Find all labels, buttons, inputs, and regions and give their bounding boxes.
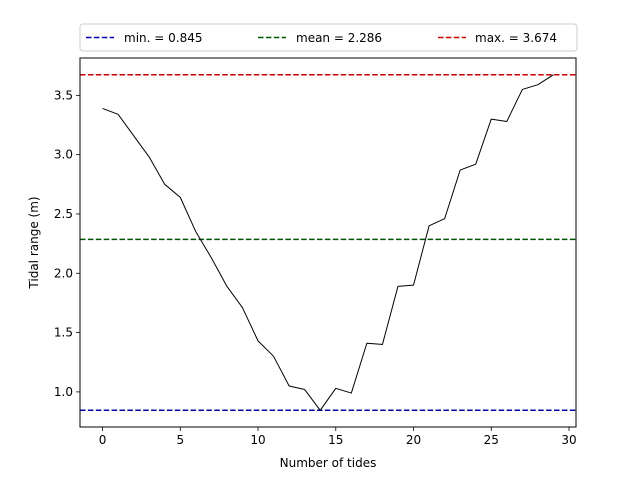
x-tick-label: 10 xyxy=(250,433,265,447)
legend-box xyxy=(79,23,578,52)
legend-label: max. = 3.674 xyxy=(475,31,557,45)
x-tick-label: 5 xyxy=(176,433,184,447)
x-tick-label: 15 xyxy=(328,433,343,447)
y-tick-label: 2.5 xyxy=(54,207,73,221)
x-tick-label: 0 xyxy=(99,433,107,447)
x-axis-ticks: 0 5 10 15 20 25 30 xyxy=(99,427,577,447)
legend: min. = 0.845 mean = 2.286 max. = 3.674 xyxy=(79,23,578,52)
x-tick-label: 30 xyxy=(561,433,576,447)
y-tick-label: 2.0 xyxy=(54,266,73,280)
reference-lines xyxy=(80,73,576,412)
x-tick-label: 20 xyxy=(406,433,421,447)
data-series xyxy=(102,74,554,411)
y-tick-label: 3.5 xyxy=(54,88,73,102)
y-tick-label: 1.5 xyxy=(54,326,73,340)
x-tick-label: 25 xyxy=(484,433,499,447)
y-axis-ticks: 1.0 1.5 2.0 2.5 3.0 3.5 xyxy=(54,88,80,399)
legend-label: min. = 0.845 xyxy=(124,31,202,45)
legend-label: mean = 2.286 xyxy=(296,31,382,45)
y-tick-label: 1.0 xyxy=(54,385,73,399)
tidal-range-line xyxy=(102,74,554,411)
y-axis-label: Tidal range (m) xyxy=(27,196,41,289)
y-tick-label: 3.0 xyxy=(54,148,73,162)
x-axis-label: Number of tides xyxy=(280,456,377,470)
plot-frame xyxy=(79,57,577,428)
